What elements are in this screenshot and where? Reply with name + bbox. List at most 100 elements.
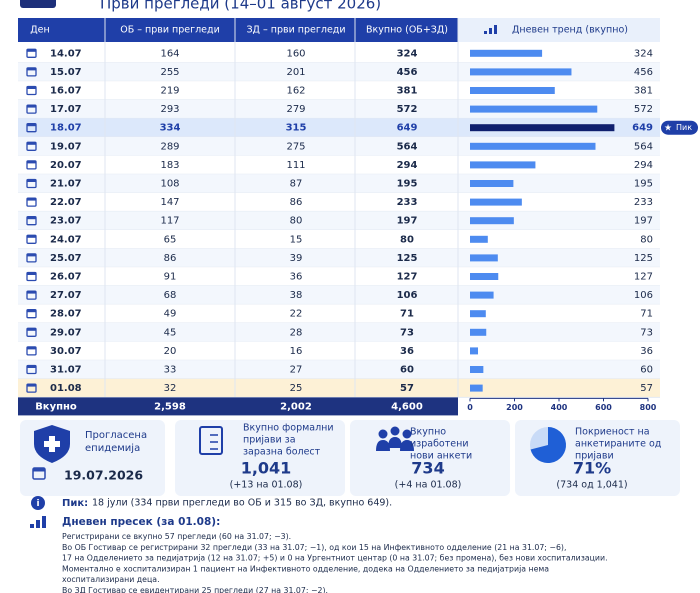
row-background xyxy=(18,44,660,63)
column-header: ЗД – први прегледи xyxy=(246,25,345,36)
number-cell: 160 xyxy=(286,48,305,59)
total-row xyxy=(18,397,458,416)
info-icon xyxy=(31,496,45,510)
daily-line: Регистрирани се вкупно 57 прегледи (60 н… xyxy=(62,532,291,541)
daily-line: Моментално е хоспитализиран 1 пациент на… xyxy=(62,564,549,573)
peak-badge-label: Пик xyxy=(676,123,692,132)
trend-value-label: 60 xyxy=(640,365,653,376)
number-cell: 87 xyxy=(290,179,303,190)
number-cell: 162 xyxy=(286,86,305,97)
trend-value-label: 456 xyxy=(634,67,653,78)
number-cell: 36 xyxy=(400,346,414,357)
trend-icon xyxy=(484,31,487,34)
daily-icon xyxy=(36,520,40,528)
trend-value-label: 71 xyxy=(640,309,653,320)
card-title: пријави за xyxy=(243,435,296,446)
day-cell: 29.07 xyxy=(50,327,82,338)
number-cell: 33 xyxy=(164,365,177,376)
number-cell: 45 xyxy=(164,327,177,338)
trend-bar xyxy=(470,105,598,113)
trend-value-label: 564 xyxy=(634,141,653,152)
calendar-icon-top xyxy=(27,198,36,201)
day-cell: 28.07 xyxy=(50,309,82,320)
day-cell: 18.07 xyxy=(50,123,82,134)
card-value: 19.07.2026 xyxy=(64,468,143,483)
number-cell: 197 xyxy=(397,216,418,227)
daily-line: 17 на Одделението за педијатрија (12 на … xyxy=(62,554,608,563)
number-cell: 91 xyxy=(164,272,177,283)
pie-slice xyxy=(530,427,566,463)
daily-line: хоспитализирани деца. xyxy=(62,575,160,584)
card-title: анкетираните од xyxy=(575,439,662,450)
trend-bar xyxy=(470,273,499,280)
calendar-icon-top xyxy=(27,253,36,257)
number-cell: 108 xyxy=(160,179,179,190)
day-cell: 19.07 xyxy=(50,141,82,152)
card-title: Покриеност на xyxy=(575,427,650,438)
calendar-icon-top xyxy=(27,123,36,127)
number-cell: 564 xyxy=(397,141,418,152)
trend-value-label: 294 xyxy=(634,160,653,171)
day-cell: 31.07 xyxy=(50,365,82,376)
calendar-icon-top xyxy=(27,291,36,294)
trend-bar xyxy=(470,49,543,57)
trend-value-label: 36 xyxy=(640,346,653,357)
number-cell: 381 xyxy=(397,86,418,97)
number-cell: 183 xyxy=(160,160,179,171)
number-cell: 38 xyxy=(290,290,303,301)
trend-icon xyxy=(494,25,497,34)
trend-icon xyxy=(489,28,492,34)
number-cell: 20 xyxy=(164,346,177,357)
number-cell: 106 xyxy=(397,290,418,301)
total-cell: 2,598 xyxy=(154,401,186,412)
number-cell: 16 xyxy=(290,346,303,357)
number-cell: 456 xyxy=(397,67,418,78)
number-cell: 127 xyxy=(397,272,418,283)
number-cell: 27 xyxy=(290,365,303,376)
day-cell: 25.07 xyxy=(50,253,82,264)
number-cell: 36 xyxy=(290,272,303,283)
calendar-icon-top xyxy=(27,179,36,182)
number-cell: 255 xyxy=(160,67,179,78)
calendar-icon-top xyxy=(27,235,36,238)
column-header: ОБ – први прегледи xyxy=(120,25,220,36)
calendar-icon-top xyxy=(27,160,36,164)
calendar-icon-top xyxy=(27,309,36,313)
calendar-icon-top xyxy=(27,272,36,275)
number-cell: 39 xyxy=(290,253,303,264)
people-icon-head xyxy=(402,429,412,439)
row-background xyxy=(18,304,660,323)
number-cell: 293 xyxy=(160,104,179,115)
day-cell: 23.07 xyxy=(50,216,82,227)
daily-line: Во ЗД Гостивар се евидентирани 25 прегле… xyxy=(62,586,328,593)
number-cell: 195 xyxy=(397,179,418,190)
row-background xyxy=(18,174,660,193)
card xyxy=(350,420,510,496)
number-cell: 28 xyxy=(290,327,303,338)
card-note: (+13 на 01.08) xyxy=(230,480,303,491)
daily-line: Во ОБ Гостивар се регистрирани 32 прегле… xyxy=(62,543,566,552)
trend-bar xyxy=(470,180,514,187)
number-cell: 219 xyxy=(160,86,179,97)
card-title: изработени xyxy=(410,439,469,450)
trend-bar xyxy=(470,384,483,392)
column-header: Дневен тренд (вкупно) xyxy=(512,25,628,36)
number-cell: 65 xyxy=(164,234,177,245)
number-cell: 25 xyxy=(290,383,303,394)
row-background xyxy=(18,62,660,82)
day-cell: 15.07 xyxy=(50,67,82,78)
trend-bar xyxy=(470,68,572,76)
number-cell: 294 xyxy=(397,160,418,171)
number-cell: 71 xyxy=(400,309,414,320)
row-background xyxy=(18,230,660,249)
calendar-icon-top xyxy=(33,468,45,472)
peak-label: Пик: xyxy=(62,498,88,509)
peak-star: ★ xyxy=(664,124,672,134)
trend-bar xyxy=(470,235,488,243)
total-cell: Вкупно xyxy=(35,401,77,412)
number-cell: 164 xyxy=(160,48,179,59)
row-background xyxy=(18,323,660,342)
trend-value-label: 649 xyxy=(632,123,653,134)
card-title: нови анкети xyxy=(410,451,472,462)
calendar-icon-top xyxy=(27,105,36,108)
